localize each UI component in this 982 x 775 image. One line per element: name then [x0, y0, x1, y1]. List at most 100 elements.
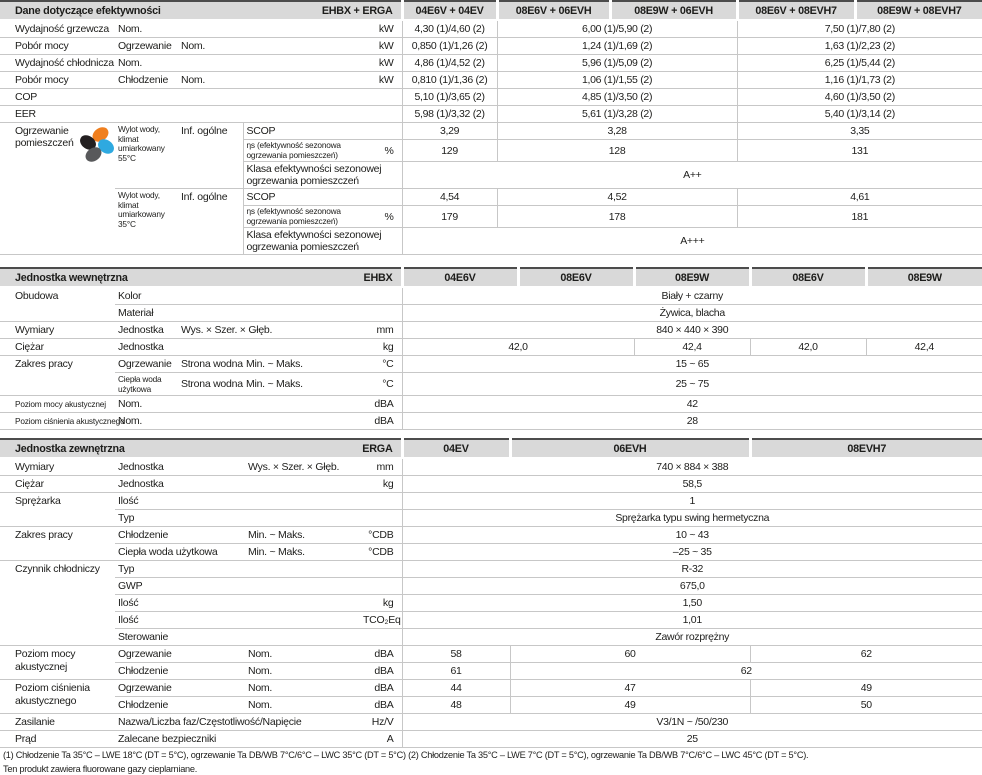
table-row: Zasilanie Nazwa/Liczba faz/Częstotliwość/… [0, 713, 982, 732]
label-cell: Czynnik chłodniczy [0, 560, 115, 647]
table-row: Obudowa Kolor Biały + czarny [0, 287, 982, 323]
table-row: Poziom ciśnienia akustycznego Ogrzewanie N… [0, 679, 982, 715]
label-cell: Nazwa/Liczba faz/Częstotliwość/Napięcie [115, 713, 360, 732]
label-cell: Min. ~ Maks. [245, 526, 360, 545]
unit-cell: °CDB [360, 526, 402, 545]
label-cell: Chłodzenie [115, 526, 245, 545]
label-cell: Strona wodna [178, 355, 243, 374]
unit-cell: dBA [360, 696, 402, 715]
label-cell: Ogrzewanie [115, 645, 245, 664]
label-cell: ηs (efektywność sezonowa ogrzewania pomi… [242, 205, 360, 229]
value-cell: 1,16 (1)/1,73 (2) [736, 71, 982, 89]
value-cell: 48 [401, 696, 510, 715]
label-cell: Ciężar [0, 338, 115, 357]
value-cell: 129 [401, 139, 498, 163]
label-cell: Jednostka [115, 458, 245, 477]
efficiency-table: Dane dotyczące efektywności EHBX + ERGA 04… [0, 0, 982, 256]
column-header: 08EVH7 [748, 439, 982, 460]
value-cell: 6,00 (1)/5,90 (2) [496, 20, 738, 38]
label-cell: Wymiary [0, 321, 115, 340]
value-cell: 60 [509, 645, 750, 664]
label-cell: Ciepła woda użytkowa [115, 372, 178, 397]
value-cell: 1,63 (1)/2,23 (2) [736, 37, 982, 55]
unit-cell: Hz/V [360, 713, 402, 732]
label-cell: Typ [115, 560, 360, 579]
unit-cell [360, 560, 402, 579]
value-cell: 4,85 (1)/3,50 (2) [496, 88, 738, 106]
label-cell: Ogrzewanie [115, 37, 178, 55]
label-cell: Ciężar [0, 475, 115, 494]
value-cell: Biały + czarny [401, 287, 982, 306]
value-cell: 4,86 (1)/4,52 (2) [401, 54, 498, 72]
unit-cell [360, 492, 402, 511]
value-cell: 58,5 [401, 475, 982, 494]
table-row: Chłodzenie Nom. dBA 48 49 50 [0, 696, 982, 715]
table-row: Wydajność chłodnicza Nom. kW 4,86 (1)/4,52 … [0, 54, 982, 72]
label-cell: Typ [115, 509, 360, 528]
column-header: 08E6V [516, 268, 635, 289]
value-cell: 3,35 [736, 122, 982, 140]
value-cell: 1,01 [401, 611, 982, 630]
indoor-unit-table: Jednostka wewnętrzna EHBX 04E6V 08E6V 08E9W 0… [0, 267, 982, 431]
label-cell: Wymiary [0, 458, 115, 477]
value-cell: 740 × 884 × 388 [401, 458, 982, 477]
unit-cell: kW [360, 37, 403, 55]
label-cell: Nom. [245, 696, 360, 715]
label-cell: SCOP [242, 122, 360, 140]
table-row: Zakres pracy Ogrzewanie Strona wodna Min. ~… [0, 355, 982, 397]
label-cell: Ilość [115, 492, 360, 511]
label-cell: EER [0, 105, 360, 123]
table-row: GWP 675,0 [0, 577, 982, 596]
value-cell: 5,61 (1)/3,28 (2) [496, 105, 738, 123]
label-cell: Zalecane bezpieczniki [115, 730, 360, 749]
column-header: 08E6V + 08EVH7 [735, 1, 856, 21]
value-cell: Sprężarka typu swing hermetyczna [401, 509, 982, 528]
label-cell: Zakres pracy [0, 355, 115, 397]
label-cell: Min. ~ Maks. [245, 543, 360, 562]
unit-cell: mm [360, 458, 402, 477]
label-cell: Pobór mocy [0, 37, 115, 55]
label-cell: Klasa efektywności sezonowej ogrzewania … [242, 227, 403, 256]
value-cell: 58 [401, 645, 510, 664]
value-cell: 5,98 (1)/3,32 (2) [401, 105, 498, 123]
unit-cell: kW [360, 20, 403, 38]
value-cell: 61 [401, 662, 510, 681]
unit-cell: kW [360, 71, 403, 89]
column-header: 04E6V + 04EV [400, 1, 498, 21]
section-header-row: Jednostka zewnętrzna ERGA 04EV 06EVH 08EVH7 [0, 439, 982, 460]
column-header: 08E6V [748, 268, 867, 289]
value-cell: 28 [401, 412, 982, 431]
label-cell: SCOP [242, 188, 360, 207]
unit-cell: dBA [360, 395, 403, 414]
label-cell: Inf. ogólne [178, 122, 243, 190]
value-cell: 42,0 [749, 338, 867, 357]
table-row: Ciepła woda użytkowa Min. ~ Maks. °CDB –25 … [0, 543, 982, 562]
label-cell: Nom. [178, 37, 360, 55]
unit-cell [360, 509, 402, 528]
model-series-label: ERGA [362, 442, 393, 455]
value-cell: 25 [401, 730, 982, 749]
label-cell: Jednostka [115, 475, 360, 494]
table-row: Ciepła woda użytkowa Strona wodna Min. ~ M… [0, 372, 982, 397]
label-cell: Materiał [115, 304, 360, 323]
table-row: Klasa efektywności sezonowej ogrzewania … [0, 161, 982, 190]
table-row: Chłodzenie Nom. dBA 61 62 [0, 662, 982, 681]
column-header: 08E9W [864, 268, 982, 289]
label-cell: Nom. [115, 54, 360, 72]
label-cell: Poziom ciśnienia akustycznego [0, 679, 115, 715]
value-cell: 44 [401, 679, 510, 698]
label-cell: Sterowanie [115, 628, 360, 647]
section-title: Jednostka zewnętrzna ERGA [0, 439, 402, 460]
unit-cell: % [360, 139, 403, 163]
value-cell: 3,28 [496, 122, 738, 140]
unit-cell: mm [360, 321, 403, 340]
table-row: Zakres pracy Chłodzenie Min. ~ Maks. °CDB 10… [0, 526, 982, 562]
value-cell: 42,4 [633, 338, 751, 357]
table-row: Wydajność grzewcza Nom. kW 4,30 (1)/4,60 (2… [0, 20, 982, 38]
label-cell: Zasilanie [0, 713, 115, 732]
label-cell: Zakres pracy [0, 526, 115, 562]
value-cell: 15 ~ 65 [401, 355, 982, 374]
unit-cell [360, 628, 402, 647]
table-row: Poziom mocy akustycznej Nom. dBA 42 [0, 395, 982, 414]
unit-cell: °CDB [360, 543, 402, 562]
